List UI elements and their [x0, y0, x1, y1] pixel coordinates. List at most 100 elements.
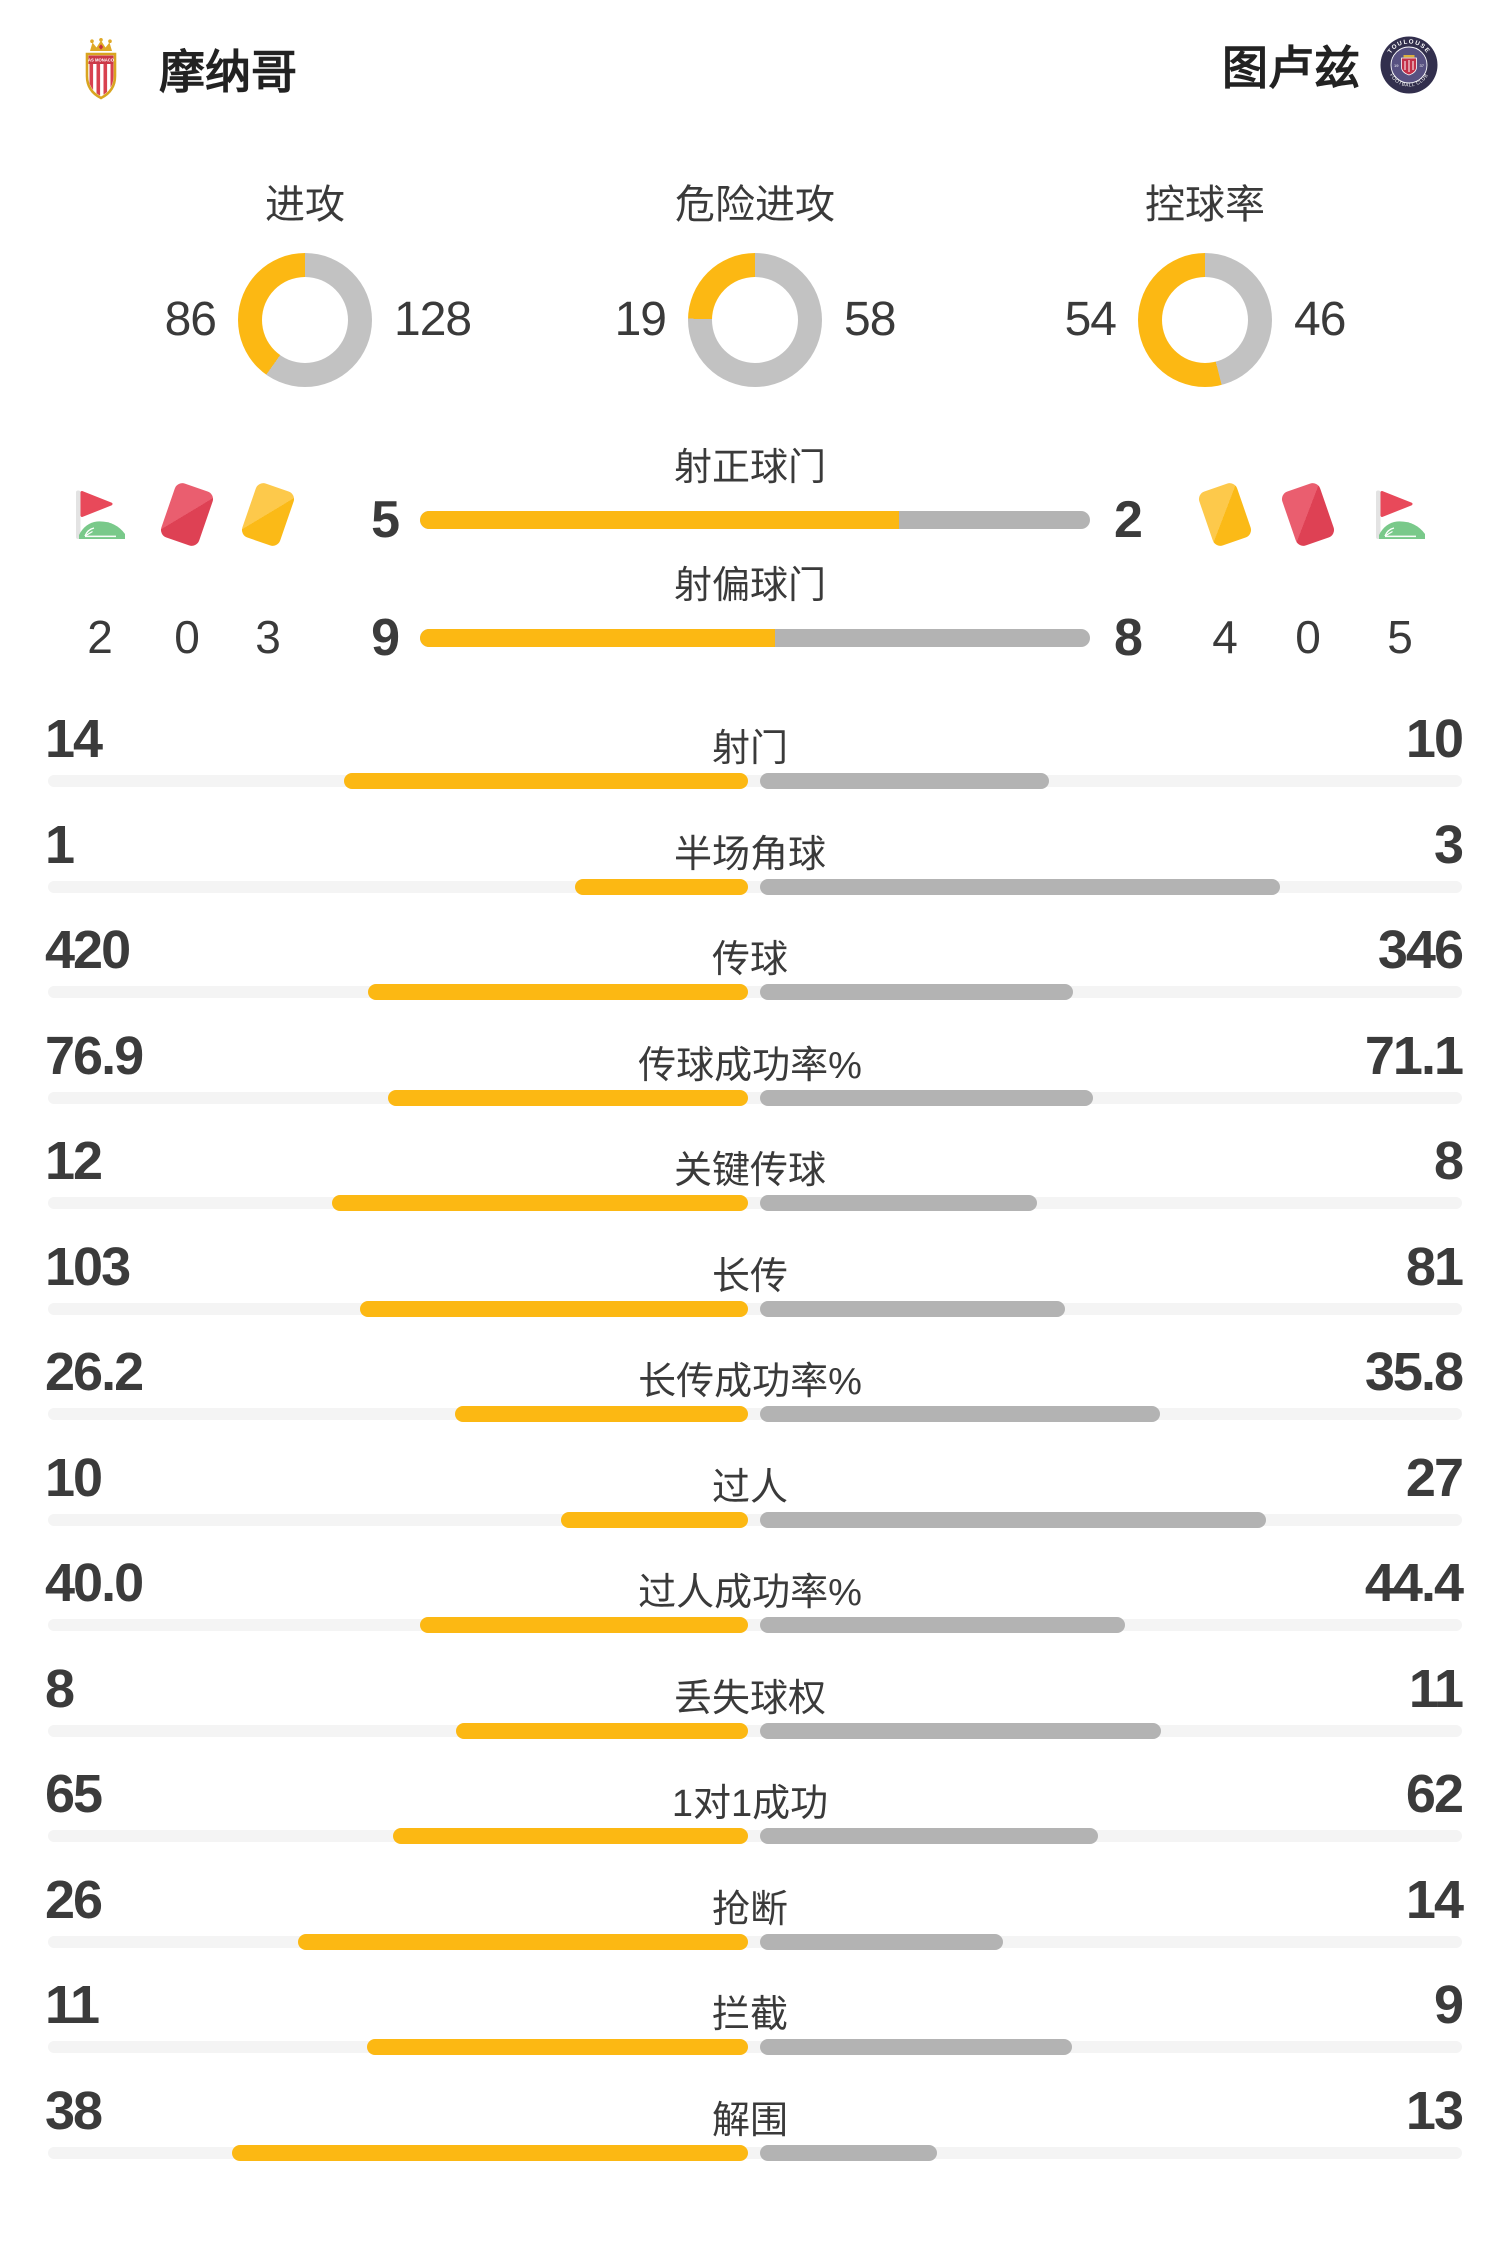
donut-home-value: 54: [1064, 293, 1117, 346]
stat-label: 射门: [711, 728, 788, 770]
stat-row: 解围 38 13: [0, 2062, 1500, 2168]
home-bar: [360, 1300, 748, 1317]
away-bar: [760, 984, 1073, 1000]
donut-away-value: 58: [844, 293, 896, 346]
stat-row: 射门 14 10: [0, 690, 1500, 796]
donut-ring: [1138, 253, 1272, 387]
shot-comparison-bar: [420, 628, 1090, 647]
donut-ring: [688, 253, 822, 387]
monaco-crest-icon: AS MONACO: [83, 38, 119, 105]
stat-row: 丢失球权 8 11: [0, 1640, 1500, 1746]
stat-away-value: 346: [1377, 920, 1464, 980]
away-bar: [760, 878, 1280, 895]
donut-home-value: 19: [614, 293, 667, 346]
home-bar: [298, 1933, 748, 1950]
stat-label: 抢断: [711, 1888, 788, 1931]
donut-away-value: 128: [394, 293, 472, 346]
stat-away-value: 8: [1433, 1131, 1464, 1191]
corner-flag-icon: [73, 486, 127, 543]
stat-label: 关键传球: [673, 1150, 826, 1192]
shot-comparison-bar: [420, 511, 1090, 529]
away-bar: [760, 1406, 1160, 1422]
away-team-name: 图卢兹: [1222, 41, 1360, 94]
home-team-name: 摩纳哥: [159, 45, 297, 98]
bar-track: [48, 1724, 1462, 1737]
stat-home-value: 38: [45, 2080, 103, 2141]
stat-label: 长传: [711, 1255, 788, 1298]
discipline-value: 4: [1212, 611, 1238, 663]
stat-row: 传球成功率% 76.9 71.1: [0, 1007, 1500, 1113]
home-bar: [232, 2144, 748, 2161]
stat-home-value: 40.0: [45, 1553, 144, 1613]
stat-away-value: 27: [1405, 1447, 1464, 1508]
stat-label: 传球成功率%: [638, 1044, 862, 1087]
stat-away-value: 44.4: [1364, 1553, 1464, 1613]
stat-home-value: 76.9: [45, 1025, 144, 1086]
shot-away-value: 2: [1114, 491, 1143, 549]
bar-track: [48, 2041, 1462, 2053]
bar-track: [48, 1302, 1462, 1315]
stat-label: 长传成功率%: [638, 1361, 862, 1403]
stat-label: 过人: [711, 1466, 788, 1509]
stat-away-value: 11: [1408, 1658, 1464, 1719]
stat-home-value: 1: [45, 814, 75, 875]
bar-track: [48, 1197, 1462, 1209]
bar-track: [48, 1408, 1462, 1420]
stat-away-value: 62: [1405, 1764, 1464, 1824]
bar-track: [48, 1091, 1462, 1104]
stat-label: 传球: [711, 939, 788, 981]
shot-home-value: 9: [371, 608, 400, 667]
away-bar: [760, 1300, 1065, 1317]
stat-home-value: 10: [45, 1447, 103, 1508]
stat-row: 过人 10 27: [0, 1429, 1500, 1535]
stat-row: 1对1成功 65 62: [0, 1745, 1500, 1851]
away-bar: [760, 1617, 1125, 1633]
stat-away-value: 81: [1405, 1236, 1464, 1297]
home-bar: [561, 1511, 748, 1528]
donut-chart-title: 进攻: [265, 183, 345, 227]
away-bar: [760, 2144, 937, 2161]
stat-row: 拦截 11 9: [0, 1956, 1500, 2062]
away-bar: [760, 1722, 1161, 1739]
bar-track: [48, 986, 1462, 998]
svg-text:19: 19: [1394, 63, 1399, 68]
stat-row: 过人成功率% 40.0 44.4: [0, 1534, 1500, 1640]
stat-away-value: 71.1: [1364, 1025, 1464, 1086]
away-bar: [760, 1089, 1093, 1106]
discipline-value: 0: [174, 611, 200, 663]
stat-home-value: 103: [45, 1236, 131, 1297]
stat-home-value: 12: [45, 1131, 103, 1191]
stat-home-value: 11: [45, 1975, 100, 2035]
stat-rows-section: 射门 14 10 半场角球 1 3 传球 420 346 传球成功率% 76.9 71.1 关键传球 12…: [0, 690, 1500, 2190]
stat-home-value: 14: [45, 709, 103, 769]
stat-row: 半场角球 1 3: [0, 796, 1500, 902]
yellow-card-icon: [239, 481, 297, 548]
yellow-card-icon: [239, 481, 297, 548]
discipline-value: 2: [87, 611, 113, 663]
away-team-header: 图卢兹 TOULOUSE FOOTBALL CLUB 19 37: [1222, 36, 1438, 99]
stat-away-value: 35.8: [1364, 1342, 1464, 1402]
yellow-card-icon: [1196, 481, 1254, 548]
home-bar: [420, 1617, 748, 1633]
stat-home-value: 26.2: [45, 1342, 144, 1402]
red-card-icon: [158, 481, 216, 548]
stat-label: 拦截: [711, 1994, 788, 2036]
stat-label: 解围: [711, 2099, 788, 2142]
stat-row: 传球 420 346: [0, 901, 1500, 1007]
home-bar: [455, 1406, 748, 1422]
away-bar: [760, 2039, 1072, 2055]
home-bar: [332, 1195, 748, 1211]
stat-label: 1对1成功: [671, 1783, 829, 1825]
away-bar: [760, 1933, 1003, 1950]
bar-track: [48, 1830, 1462, 1842]
away-bar: [760, 1511, 1266, 1528]
toulouse-crest-icon: TOULOUSE FOOTBALL CLUB 19 37: [1380, 36, 1438, 99]
stat-home-value: 26: [45, 1869, 103, 1930]
shot-bar-title: 射偏球门: [673, 564, 826, 607]
home-bar: [368, 984, 748, 1000]
stat-row: 长传 103 81: [0, 1218, 1500, 1324]
bar-track: [48, 1935, 1462, 1948]
donut-chart-title: 控球率: [1145, 183, 1265, 227]
red-card-icon: [1279, 481, 1337, 548]
